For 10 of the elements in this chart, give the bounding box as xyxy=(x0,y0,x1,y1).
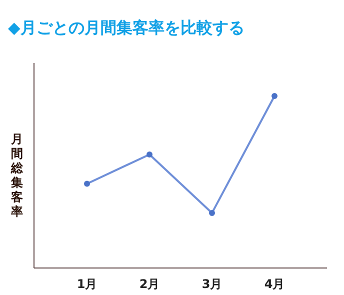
x-tick-label: 2月 xyxy=(139,277,160,291)
y-axis-title: 月間総集客率 xyxy=(10,132,24,218)
x-tick-label: 3月 xyxy=(202,277,222,291)
point xyxy=(84,180,90,187)
point xyxy=(272,93,278,99)
point xyxy=(146,151,152,158)
x-tick-label: 4月 xyxy=(264,277,285,291)
chart-title: ◆月ごとの月間集客率を比較する xyxy=(8,18,244,37)
point xyxy=(209,210,215,216)
x-tick-label: 1月 xyxy=(76,277,98,291)
